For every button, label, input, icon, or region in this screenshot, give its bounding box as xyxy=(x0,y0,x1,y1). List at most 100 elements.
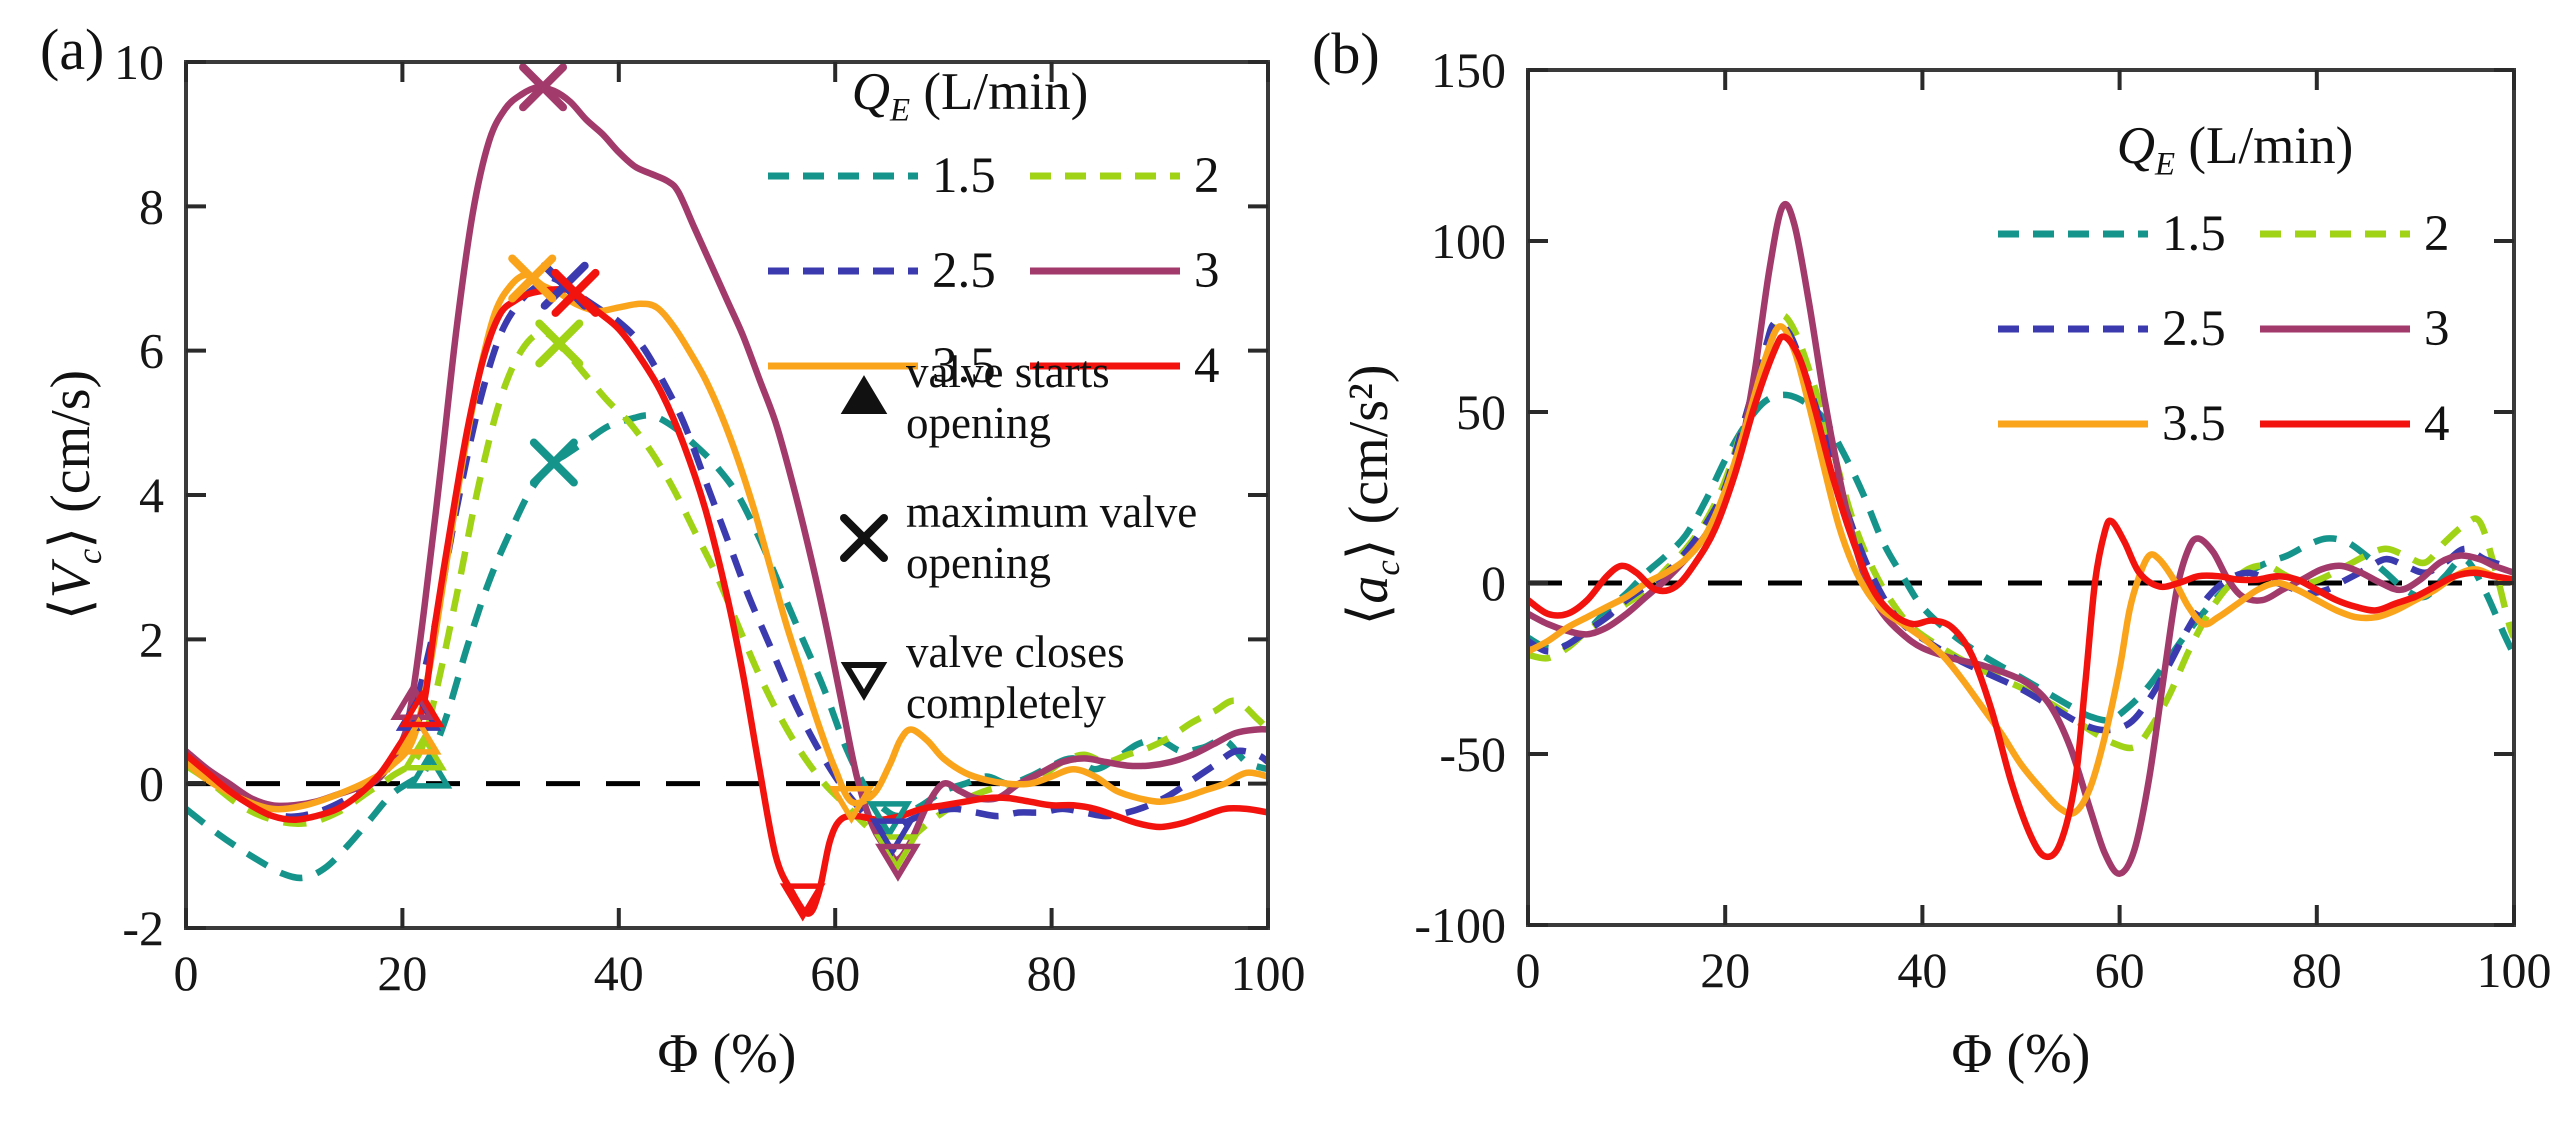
panel-b-legend-entries: 1.5 2 2.5 3 3.5 4 xyxy=(1998,186,2522,471)
ylabel-a-pre: ⟨ xyxy=(39,598,102,621)
legend-label-2: 2 xyxy=(1194,147,1220,204)
legend-row: 3.5 4 xyxy=(1998,376,2522,471)
y-tick-label: 0 xyxy=(1481,555,1506,611)
x-tick-label: 20 xyxy=(377,945,427,1001)
x-tick-label: 60 xyxy=(810,945,860,1001)
x-tick-label: 0 xyxy=(1516,942,1541,998)
legend-b-title-post: (L/min) xyxy=(2175,117,2354,175)
panel-a-legend-title: QE (L/min) xyxy=(760,62,1180,130)
legend-label-1-5: 1.5 xyxy=(932,147,996,204)
series-line-3-5 xyxy=(1526,323,2516,817)
x-icon xyxy=(840,514,888,562)
legend-b-title-var: Q xyxy=(2116,117,2156,175)
legend-label-2-5: 2.5 xyxy=(932,242,996,299)
series-line-4 xyxy=(184,286,1269,917)
legend-row: 1.5 2 xyxy=(1998,186,2522,281)
ylabel-a-var: V xyxy=(39,564,102,599)
y-tick-label: 2 xyxy=(139,611,164,667)
legend-a-title-sub: E xyxy=(890,92,911,129)
tick-marks xyxy=(184,60,1270,930)
ylabel-a-sub: c xyxy=(70,548,110,565)
panel-a-ylabel: ⟨Vc⟩ (cm/s) xyxy=(38,370,110,620)
legend-a-title-post: (L/min) xyxy=(910,63,1089,121)
legend-label-1-5: 1.5 xyxy=(2162,205,2226,262)
tick-labels: 0 20 40 60 80 100 -100 -50 0 50 100 150 xyxy=(1414,42,2551,998)
x-tick-label: 60 xyxy=(2095,942,2145,998)
tick-marks xyxy=(1526,68,2516,927)
x-tick-label: 80 xyxy=(2292,942,2342,998)
series-markers-4 xyxy=(399,268,826,922)
marker-legend-item-triangle-up: valve starts opening xyxy=(840,328,1197,468)
y-tick-label: 4 xyxy=(139,467,164,523)
series-line-1-5 xyxy=(1526,391,2516,724)
x-tick-label: 100 xyxy=(1231,945,1306,1001)
x-tick-label: 40 xyxy=(1897,942,1947,998)
legend-label-3: 3 xyxy=(2424,300,2450,357)
panel-b-xlabel: Φ (%) xyxy=(1951,1023,2091,1085)
legend-a-title-var: Q xyxy=(851,63,891,121)
marker-legend-item-triangle-down: valve closes completely xyxy=(840,608,1197,748)
legend-swatch-3 xyxy=(2260,325,2410,332)
legend-row: 1.5 2 xyxy=(768,128,1292,223)
y-tick-label: -100 xyxy=(1414,897,1506,953)
y-tick-label: 150 xyxy=(1431,42,1506,98)
series-markers-3 xyxy=(390,63,921,882)
plot-area-b xyxy=(1526,200,2516,877)
panel-b-label: (b) xyxy=(1312,21,1380,86)
legend-label-3-5: 3.5 xyxy=(2162,395,2226,452)
triangle-down-icon xyxy=(840,662,888,701)
panel-a-label: (a) xyxy=(40,17,105,82)
legend-swatch-2 xyxy=(2260,230,2410,237)
ylabel-b-post: ⟩ (cm/s²) xyxy=(1337,364,1400,561)
panel-b-ylabel: ⟨ac⟩ (cm/s²) xyxy=(1336,365,1408,626)
marker-legend-text: maximum valve opening xyxy=(906,487,1198,588)
x-tick-label: 0 xyxy=(174,945,199,1001)
legend-b-title-sub: E xyxy=(2155,146,2176,183)
x-tick-label: 100 xyxy=(2477,942,2552,998)
series-markers-3-5 xyxy=(395,254,875,825)
y-tick-label: -50 xyxy=(1439,726,1506,782)
legend-label-3-5: 3.5 xyxy=(932,337,996,394)
legend-label-2: 2 xyxy=(2424,205,2450,262)
legend-swatch-1-5 xyxy=(1998,230,2148,237)
ylabel-b-var: a xyxy=(1337,575,1400,604)
ylabel-a-post: ⟩ (cm/s) xyxy=(39,369,102,549)
marker-legend-text: valve starts opening xyxy=(906,347,1110,448)
x-tick-label: 40 xyxy=(594,945,644,1001)
panel-a-xlabel: Φ (%) xyxy=(657,1023,797,1085)
panel-a-marker-legend: valve starts opening maximum valve opening v… xyxy=(840,328,1197,748)
legend-label-3: 3 xyxy=(1194,242,1220,299)
legend-swatch-2-5 xyxy=(768,267,918,274)
y-tick-label: 10 xyxy=(114,34,164,90)
y-tick-label: 50 xyxy=(1456,384,1506,440)
triangle-up-icon xyxy=(840,375,888,414)
axes-box xyxy=(1526,68,2516,927)
legend-swatch-2 xyxy=(1030,172,1180,179)
legend-swatch-3-5 xyxy=(768,362,918,369)
legend-row: 2.5 3 xyxy=(768,223,1292,318)
panel-a-legend-entries: 1.5 2 2.5 3 3.5 4 xyxy=(768,128,1292,413)
marker-legend-item-x: maximum valve opening xyxy=(840,468,1197,608)
y-tick-label: 0 xyxy=(139,756,164,812)
legend-swatch-4 xyxy=(2260,420,2410,427)
legend-row: 2.5 3 xyxy=(1998,281,2522,376)
plot-area-a xyxy=(184,63,1270,922)
ylabel-b-pre: ⟨ xyxy=(1337,603,1400,626)
marker-legend-text: valve closes completely xyxy=(906,627,1125,728)
legend-label-4: 4 xyxy=(1194,337,1220,394)
x-tick-label: 80 xyxy=(1027,945,1077,1001)
legend-swatch-2-5 xyxy=(1998,325,2148,332)
series-line-2-5 xyxy=(1526,319,2515,734)
legend-swatch-3-5 xyxy=(1998,420,2148,427)
series-line-4 xyxy=(1526,333,2515,861)
legend-row: 3.5 4 xyxy=(768,318,1292,413)
ylabel-b-sub: c xyxy=(1368,560,1408,576)
legend-label-4: 4 xyxy=(2424,395,2450,452)
legend-label-2-5: 2.5 xyxy=(2162,300,2226,357)
legend-swatch-1-5 xyxy=(768,172,918,179)
y-tick-label: 8 xyxy=(139,178,164,234)
y-tick-label: 6 xyxy=(139,323,164,379)
legend-swatch-4 xyxy=(1030,362,1180,369)
